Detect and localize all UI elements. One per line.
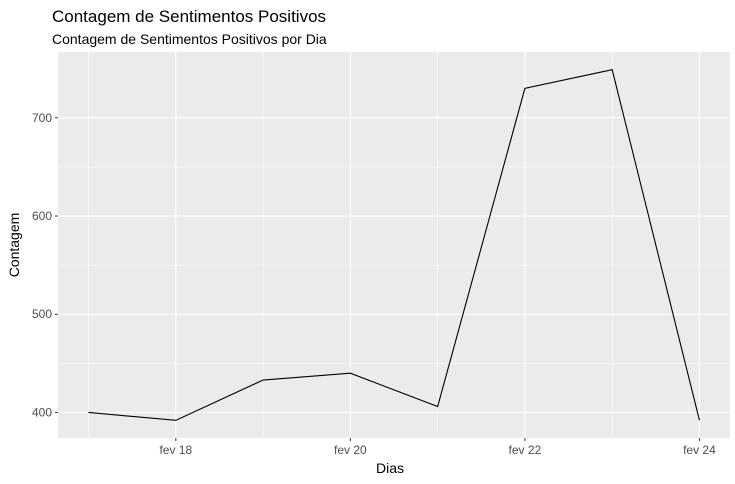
chart-subtitle: Contagem de Sentimentos Positivos por Di…	[52, 31, 327, 47]
series-line	[88, 69, 700, 421]
x-tick-label: fev 24	[683, 443, 716, 457]
y-tick-label: 400	[32, 405, 52, 419]
x-axis: fev 18 fev 20 fev 22 fev 24	[159, 438, 716, 457]
y-tick-label: 500	[32, 307, 52, 321]
data-points	[88, 69, 700, 421]
plot-panel	[58, 52, 730, 438]
x-tick-label: fev 18	[159, 443, 192, 457]
chart-title: Contagem de Sentimentos Positivos	[52, 7, 326, 26]
y-tick-label: 600	[32, 209, 52, 223]
x-tick-label: fev 22	[509, 443, 542, 457]
y-axis-label: Contagem	[6, 213, 22, 278]
y-axis: 400 500 600 700	[32, 111, 58, 419]
minor-gridlines	[58, 52, 730, 438]
x-tick-label: fev 20	[334, 443, 367, 457]
x-axis-label: Dias	[376, 460, 404, 476]
major-gridlines	[58, 52, 730, 438]
y-tick-label: 700	[32, 111, 52, 125]
